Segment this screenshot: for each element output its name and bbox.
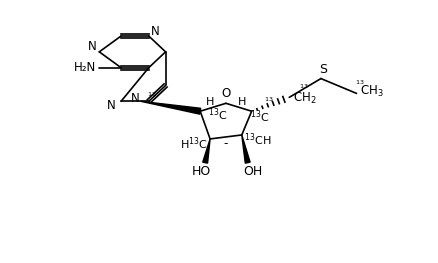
- Text: CH$_3$: CH$_3$: [360, 84, 383, 99]
- Text: N: N: [130, 92, 139, 105]
- Text: $^{13}$C: $^{13}$C: [249, 109, 268, 125]
- Text: H: H: [205, 97, 214, 107]
- Polygon shape: [241, 135, 250, 163]
- Polygon shape: [202, 139, 210, 163]
- Text: HO: HO: [191, 165, 210, 178]
- Text: -: -: [223, 137, 228, 150]
- Text: H$^{13}$C: H$^{13}$C: [180, 135, 208, 152]
- Text: N: N: [88, 41, 96, 53]
- Text: OH: OH: [243, 165, 261, 178]
- Text: S: S: [318, 63, 326, 76]
- Text: $^{13}$: $^{13}$: [146, 92, 156, 101]
- Text: $^{13}$: $^{13}$: [298, 84, 308, 93]
- Text: N: N: [106, 99, 115, 112]
- Text: CH$_2$: CH$_2$: [293, 91, 316, 106]
- Text: $^{13}$CH: $^{13}$CH: [243, 132, 271, 148]
- Text: $^{13}$: $^{13}$: [354, 79, 363, 88]
- Text: H: H: [237, 97, 245, 107]
- Text: $^{13}$: $^{13}$: [263, 97, 272, 106]
- Text: H₂N: H₂N: [74, 61, 96, 74]
- Text: N: N: [151, 24, 160, 38]
- Text: O: O: [221, 87, 230, 100]
- Text: $^{13}$C: $^{13}$C: [208, 107, 227, 123]
- Polygon shape: [141, 101, 200, 114]
